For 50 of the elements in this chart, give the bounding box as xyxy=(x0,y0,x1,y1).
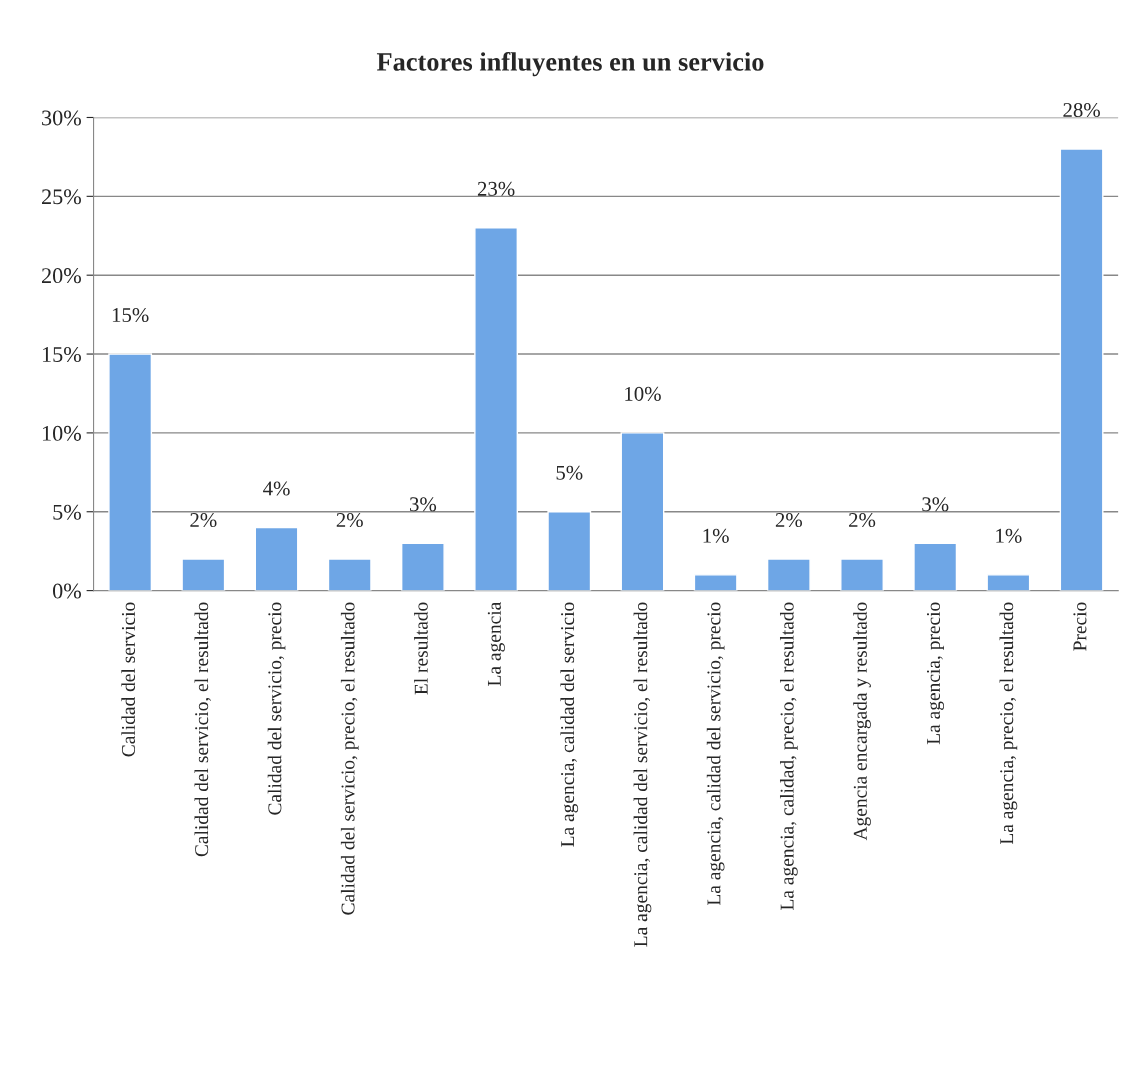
y-tick-label: 25% xyxy=(42,189,81,205)
data-label: 5% xyxy=(556,465,583,480)
x-tick-label: La agencia, calidad del servicio, precio xyxy=(706,602,725,906)
data-label: 2% xyxy=(849,512,876,528)
bar xyxy=(840,558,884,591)
x-tick-label: La agencia, precio xyxy=(926,602,945,745)
x-tick-label: La agencia, calidad del servicio xyxy=(560,602,579,847)
x-tick-label: La agencia, calidad, precio, el resultado xyxy=(779,602,798,910)
x-tick-label: Calidad del servicio, precio, el resultado xyxy=(340,602,359,915)
y-tick-label: 30% xyxy=(42,110,81,126)
bar xyxy=(327,558,372,591)
x-tick-label: Calidad del servicio xyxy=(121,602,136,757)
chart-title: Factores influyentes en un servicio xyxy=(376,51,764,77)
data-label: 2% xyxy=(775,512,803,528)
bar xyxy=(181,558,226,591)
bar xyxy=(766,558,811,591)
x-tick-label: El resultado xyxy=(414,602,428,695)
bar xyxy=(620,432,665,591)
x-tick-label: Calidad del servicio, precio xyxy=(267,602,286,815)
data-label: 1% xyxy=(703,528,729,543)
x-tick-label: La agencia xyxy=(487,601,505,686)
bar xyxy=(913,542,958,591)
bar xyxy=(400,542,445,591)
bar xyxy=(254,526,299,591)
bar xyxy=(474,227,519,591)
data-label: 3% xyxy=(922,497,949,512)
data-label: 2% xyxy=(336,512,363,528)
data-label: 4% xyxy=(263,481,290,496)
y-tick-label: 10% xyxy=(42,425,81,441)
x-tick-label: Precio xyxy=(1073,602,1087,651)
data-label: 23% xyxy=(477,181,515,196)
data-label: 15% xyxy=(112,307,149,323)
y-tick-label: 20% xyxy=(42,268,81,284)
data-label: 10% xyxy=(625,386,661,401)
data-label: 2% xyxy=(190,512,217,528)
bar xyxy=(108,353,153,591)
x-tick-label: Calidad del servicio, el resultado xyxy=(194,602,212,857)
data-label: 1% xyxy=(996,528,1022,543)
bar xyxy=(693,574,738,591)
x-tick-label: Agencia encargada y resultado xyxy=(853,602,871,841)
data-label: 28% xyxy=(1063,102,1100,118)
x-tick-label: La agencia, calidad del servicio, el resultado xyxy=(633,602,652,947)
y-tick-label: 0% xyxy=(52,583,81,599)
bar xyxy=(547,511,592,591)
x-tick-label: La agencia, precio, el resultado xyxy=(999,602,1018,845)
bar xyxy=(986,574,1031,591)
bar xyxy=(1059,148,1104,591)
y-tick-label: 5% xyxy=(53,504,81,520)
data-label: 3% xyxy=(410,497,437,512)
y-tick-label: 15% xyxy=(42,346,81,363)
